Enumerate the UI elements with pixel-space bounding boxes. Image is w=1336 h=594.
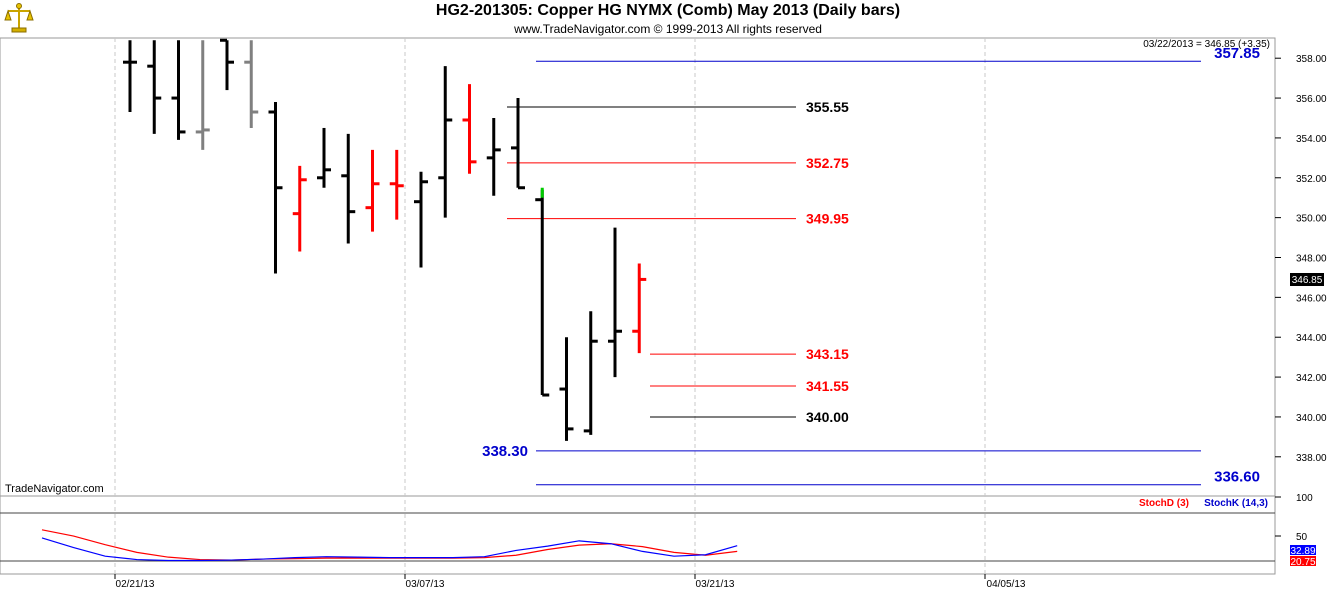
y-tick-label: 346.00 xyxy=(1296,293,1327,304)
y-tick-label: 344.00 xyxy=(1296,333,1327,344)
stochk-line xyxy=(41,537,738,562)
level-label: 349.95 xyxy=(806,211,849,227)
y-tick-label: 338.00 xyxy=(1296,453,1327,464)
level-label: 343.15 xyxy=(806,346,849,362)
stochk-value: 32.89 xyxy=(1290,546,1315,557)
level-label: 341.55 xyxy=(806,378,849,394)
x-label-0307: 03/07/13 xyxy=(406,579,445,590)
stochd-legend: StochD (3) xyxy=(1139,498,1189,509)
x-label-0321: 03/21/13 xyxy=(696,579,735,590)
stochd-value-tag xyxy=(1290,556,1316,566)
chart-title: HG2-201305: Copper HG NYMX (Comb) May 20… xyxy=(435,2,901,19)
trade-navigator-logo-icon xyxy=(2,2,36,34)
y-tick-label: 354.00 xyxy=(1296,134,1327,145)
x-label-0221: 02/21/13 xyxy=(116,579,155,590)
osc-tick-50: 50 xyxy=(1296,532,1308,543)
level-label: 336.60 xyxy=(1214,469,1260,486)
level-label: 357.85 xyxy=(1214,45,1260,62)
level-label: 340.00 xyxy=(806,409,849,425)
osc-tick-100: 100 xyxy=(1296,493,1313,504)
chart-subtitle: www.TradeNavigator.com © 1999-2013 All r… xyxy=(514,22,822,36)
y-tick-label: 352.00 xyxy=(1296,174,1327,185)
watermark: TradeNavigator.com xyxy=(5,483,104,495)
x-label-0405: 04/05/13 xyxy=(987,579,1026,590)
stochd-value: 20.75 xyxy=(1290,557,1315,568)
stochk-value-tag xyxy=(1290,545,1316,555)
level-label: 355.55 xyxy=(806,99,849,115)
current-price-label: 346.85 xyxy=(1292,275,1323,286)
level-label: 338.30 xyxy=(482,443,528,460)
y-tick-label: 342.00 xyxy=(1296,373,1327,384)
level-label: 352.75 xyxy=(806,155,849,171)
oscillator-panel xyxy=(0,495,1276,575)
y-tick-label: 356.00 xyxy=(1296,94,1327,105)
y-tick-label: 358.00 xyxy=(1296,54,1327,65)
current-price-tag xyxy=(1290,273,1324,286)
y-tick-label: 350.00 xyxy=(1296,214,1327,225)
stochk-legend: StochK (14,3) xyxy=(1204,498,1268,509)
y-tick-label: 348.00 xyxy=(1296,254,1327,265)
price-info: 03/22/2013 = 346.85 (+3.35) xyxy=(1143,39,1270,50)
y-tick-label: 340.00 xyxy=(1296,413,1327,424)
price-panel xyxy=(0,37,1276,497)
